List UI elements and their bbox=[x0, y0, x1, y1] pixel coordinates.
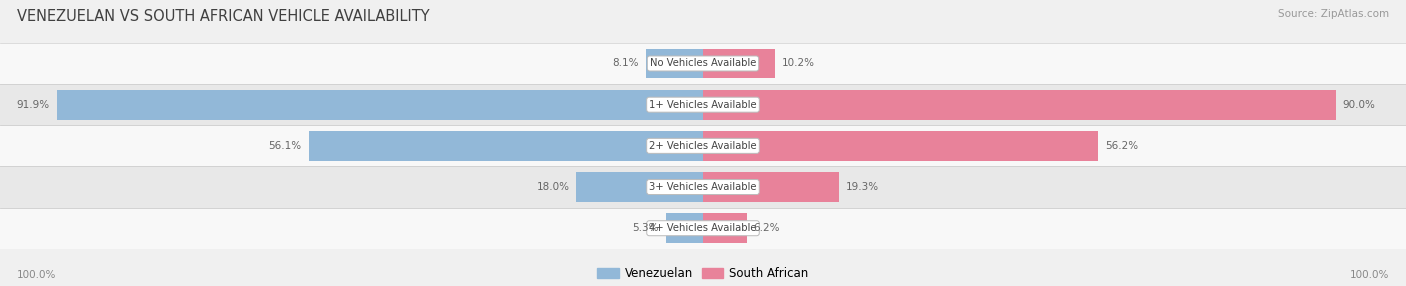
Text: 1+ Vehicles Available: 1+ Vehicles Available bbox=[650, 100, 756, 110]
Bar bbox=[0, 43, 1406, 84]
Bar bbox=[666, 213, 703, 243]
Bar bbox=[0, 125, 1406, 166]
Text: 4+ Vehicles Available: 4+ Vehicles Available bbox=[650, 223, 756, 233]
Text: 6.2%: 6.2% bbox=[754, 223, 780, 233]
Bar bbox=[308, 131, 703, 161]
Text: 19.3%: 19.3% bbox=[846, 182, 879, 192]
Bar bbox=[703, 172, 838, 202]
Bar bbox=[703, 90, 1336, 120]
Text: No Vehicles Available: No Vehicles Available bbox=[650, 59, 756, 68]
Bar bbox=[56, 90, 703, 120]
Text: 56.2%: 56.2% bbox=[1105, 141, 1139, 151]
Text: 10.2%: 10.2% bbox=[782, 59, 814, 68]
Bar bbox=[703, 131, 1098, 161]
Text: 3+ Vehicles Available: 3+ Vehicles Available bbox=[650, 182, 756, 192]
Text: 100.0%: 100.0% bbox=[1350, 270, 1389, 280]
Text: 90.0%: 90.0% bbox=[1343, 100, 1375, 110]
Text: VENEZUELAN VS SOUTH AFRICAN VEHICLE AVAILABILITY: VENEZUELAN VS SOUTH AFRICAN VEHICLE AVAI… bbox=[17, 9, 429, 23]
Text: 5.3%: 5.3% bbox=[633, 223, 658, 233]
Bar bbox=[0, 166, 1406, 208]
Bar bbox=[576, 172, 703, 202]
Text: 91.9%: 91.9% bbox=[17, 100, 49, 110]
Text: 100.0%: 100.0% bbox=[17, 270, 56, 280]
Text: 2+ Vehicles Available: 2+ Vehicles Available bbox=[650, 141, 756, 151]
Bar bbox=[703, 213, 747, 243]
Bar bbox=[647, 49, 703, 78]
Bar bbox=[703, 49, 775, 78]
Text: Source: ZipAtlas.com: Source: ZipAtlas.com bbox=[1278, 9, 1389, 19]
Bar bbox=[0, 208, 1406, 249]
Legend: Venezuelan, South African: Venezuelan, South African bbox=[598, 267, 808, 280]
Text: 56.1%: 56.1% bbox=[269, 141, 301, 151]
Text: 18.0%: 18.0% bbox=[537, 182, 569, 192]
Bar bbox=[0, 84, 1406, 125]
Text: 8.1%: 8.1% bbox=[613, 59, 640, 68]
